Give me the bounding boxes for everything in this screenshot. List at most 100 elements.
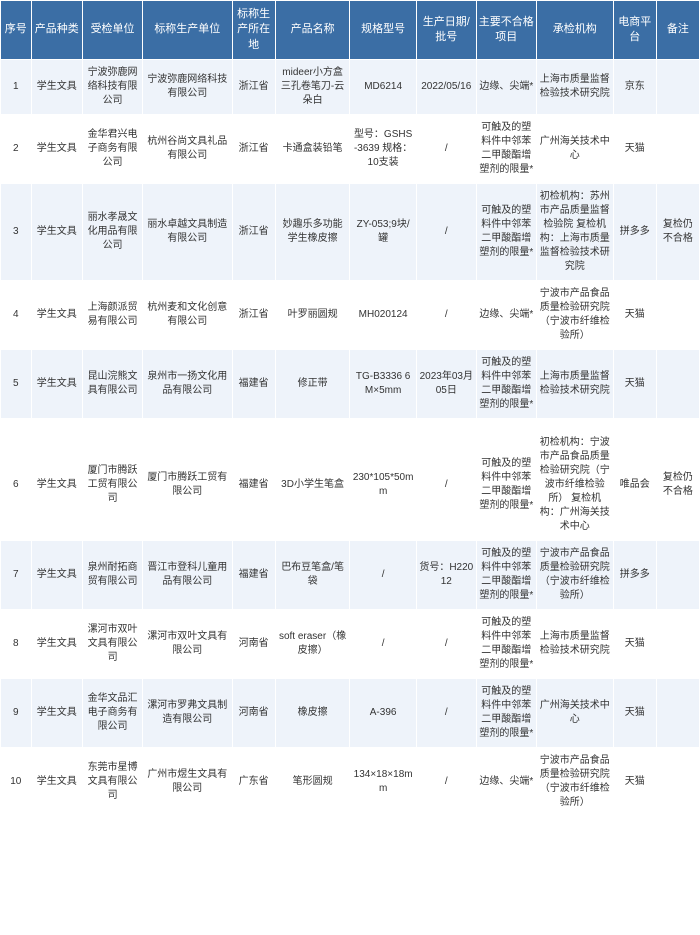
cell-idx: 9: [1, 679, 31, 747]
cell-name: 3D小学生笔盒: [276, 430, 350, 540]
col-idx: 序号: [1, 1, 31, 59]
cell-note: [657, 60, 699, 114]
cell-date: /: [417, 430, 476, 540]
cell-mfr: 丽水卓越文具制造有限公司: [143, 184, 232, 280]
col-name: 产品名称: [276, 1, 350, 59]
cell-mfr: 杭州谷尚文具礼品有限公司: [143, 115, 232, 183]
cell-date: /: [417, 679, 476, 747]
cell-note: [657, 541, 699, 609]
cell-cat: 学生文具: [32, 430, 83, 540]
cell-cat: 学生文具: [32, 350, 83, 418]
cell-insp: 厦门市腾跃工贸有限公司: [83, 430, 142, 540]
cell-cat: 学生文具: [32, 541, 83, 609]
cell-issue: 可触及的塑料件中邻苯二甲酸酯增塑剂的限量*: [477, 679, 536, 747]
cell-issue: 可触及的塑料件中邻苯二甲酸酯增塑剂的限量*: [477, 430, 536, 540]
cell-spec: /: [350, 610, 415, 678]
cell-note: [657, 281, 699, 349]
table-row: 7学生文具泉州耐拓商贸有限公司晋江市登科儿童用品有限公司福建省巴布豆笔盒/笔袋/…: [1, 541, 699, 609]
cell-idx: 7: [1, 541, 31, 609]
cell-loc: 广东省: [233, 748, 275, 816]
cell-org: 上海市质量监督检验技术研究院: [537, 350, 613, 418]
cell-org: 广州海关技术中心: [537, 115, 613, 183]
cell-insp: 昆山浣熊文具有限公司: [83, 350, 142, 418]
cell-cat: 学生文具: [32, 115, 83, 183]
cell-idx: 2: [1, 115, 31, 183]
gap-row: [1, 419, 699, 429]
cell-spec: MH020124: [350, 281, 415, 349]
cell-org: 初检机构：宁波市产品食品质量检验研究院（宁波市纤维检验所） 复检机构：广州海关技…: [537, 430, 613, 540]
cell-org: 宁波市产品食品质量检验研究院（宁波市纤维检验所）: [537, 748, 613, 816]
cell-name: 橡皮擦: [276, 679, 350, 747]
cell-plat: 京东: [614, 60, 656, 114]
cell-date: /: [417, 748, 476, 816]
col-cat: 产品种类: [32, 1, 83, 59]
cell-date: 2023年03月05日: [417, 350, 476, 418]
cell-note: 复检仍不合格: [657, 184, 699, 280]
cell-cat: 学生文具: [32, 610, 83, 678]
cell-spec: TG-B3336 6M×5mm: [350, 350, 415, 418]
cell-org: 初检机构：苏州市产品质量监督检验院 复检机构：上海市质量监督检验技术研究院: [537, 184, 613, 280]
cell-issue: 可触及的塑料件中邻苯二甲酸酯增塑剂的限量*: [477, 541, 536, 609]
cell-cat: 学生文具: [32, 60, 83, 114]
cell-spec: MD6214: [350, 60, 415, 114]
cell-cat: 学生文具: [32, 748, 83, 816]
cell-date: /: [417, 115, 476, 183]
table-row: 5学生文具昆山浣熊文具有限公司泉州市一扬文化用品有限公司福建省修正带TG-B33…: [1, 350, 699, 418]
cell-mfr: 广州市煜生文具有限公司: [143, 748, 232, 816]
cell-org: 宁波市产品食品质量检验研究院（宁波市纤维检验所）: [537, 541, 613, 609]
cell-plat: 天猫: [614, 115, 656, 183]
cell-loc: 福建省: [233, 350, 275, 418]
table-row: 3学生文具丽水孝晟文化用品有限公司丽水卓越文具制造有限公司浙江省妙趣乐多功能学生…: [1, 184, 699, 280]
cell-name: 卡通盒装铅笔: [276, 115, 350, 183]
cell-spec: 型号：GSHS-3639 规格：10支装: [350, 115, 415, 183]
cell-issue: 可触及的塑料件中邻苯二甲酸酯增塑剂的限量*: [477, 184, 536, 280]
col-date: 生产日期/批号: [417, 1, 476, 59]
cell-insp: 丽水孝晟文化用品有限公司: [83, 184, 142, 280]
cell-plat: 天猫: [614, 679, 656, 747]
cell-idx: 5: [1, 350, 31, 418]
cell-cat: 学生文具: [32, 281, 83, 349]
cell-date: /: [417, 610, 476, 678]
table-row: 6学生文具厦门市腾跃工贸有限公司厦门市腾跃工贸有限公司福建省3D小学生笔盒230…: [1, 430, 699, 540]
cell-plat: 天猫: [614, 350, 656, 418]
cell-issue: 边缘、尖端*: [477, 60, 536, 114]
cell-spec: /: [350, 541, 415, 609]
cell-mfr: 漯河市罗弗文具制造有限公司: [143, 679, 232, 747]
cell-loc: 浙江省: [233, 115, 275, 183]
cell-loc: 浙江省: [233, 60, 275, 114]
cell-loc: 浙江省: [233, 281, 275, 349]
cell-insp: 宁波弥鹿网络科技有限公司: [83, 60, 142, 114]
cell-name: 妙趣乐多功能学生橡皮擦: [276, 184, 350, 280]
cell-idx: 4: [1, 281, 31, 349]
cell-mfr: 厦门市腾跃工贸有限公司: [143, 430, 232, 540]
cell-issue: 可触及的塑料件中邻苯二甲酸酯增塑剂的限量*: [477, 350, 536, 418]
col-loc: 标称生产所在地: [233, 1, 275, 59]
cell-date: /: [417, 184, 476, 280]
cell-issue: 边缘、尖端*: [477, 748, 536, 816]
cell-date: /: [417, 281, 476, 349]
cell-mfr: 杭州麦和文化创意有限公司: [143, 281, 232, 349]
cell-loc: 河南省: [233, 610, 275, 678]
cell-loc: 福建省: [233, 541, 275, 609]
cell-plat: 唯品会: [614, 430, 656, 540]
cell-org: 宁波市产品食品质量检验研究院（宁波市纤维检验所）: [537, 281, 613, 349]
cell-spec: 134×18×18mm: [350, 748, 415, 816]
inspection-table: 序号产品种类受检单位标称生产单位标称生产所在地产品名称规格型号生产日期/批号主要…: [0, 0, 700, 817]
cell-note: [657, 679, 699, 747]
cell-name: 巴布豆笔盒/笔袋: [276, 541, 350, 609]
cell-idx: 1: [1, 60, 31, 114]
cell-spec: A-396: [350, 679, 415, 747]
cell-insp: 漯河市双叶文具有限公司: [83, 610, 142, 678]
cell-org: 上海市质量监督检验技术研究院: [537, 60, 613, 114]
cell-insp: 上海颜派贸易有限公司: [83, 281, 142, 349]
cell-mfr: 晋江市登科儿童用品有限公司: [143, 541, 232, 609]
cell-cat: 学生文具: [32, 184, 83, 280]
cell-loc: 浙江省: [233, 184, 275, 280]
table-row: 8学生文具漯河市双叶文具有限公司漯河市双叶文具有限公司河南省soft erase…: [1, 610, 699, 678]
cell-note: 复检仍不合格: [657, 430, 699, 540]
cell-note: [657, 115, 699, 183]
cell-note: [657, 350, 699, 418]
cell-idx: 6: [1, 430, 31, 540]
cell-note: [657, 748, 699, 816]
col-org: 承检机构: [537, 1, 613, 59]
